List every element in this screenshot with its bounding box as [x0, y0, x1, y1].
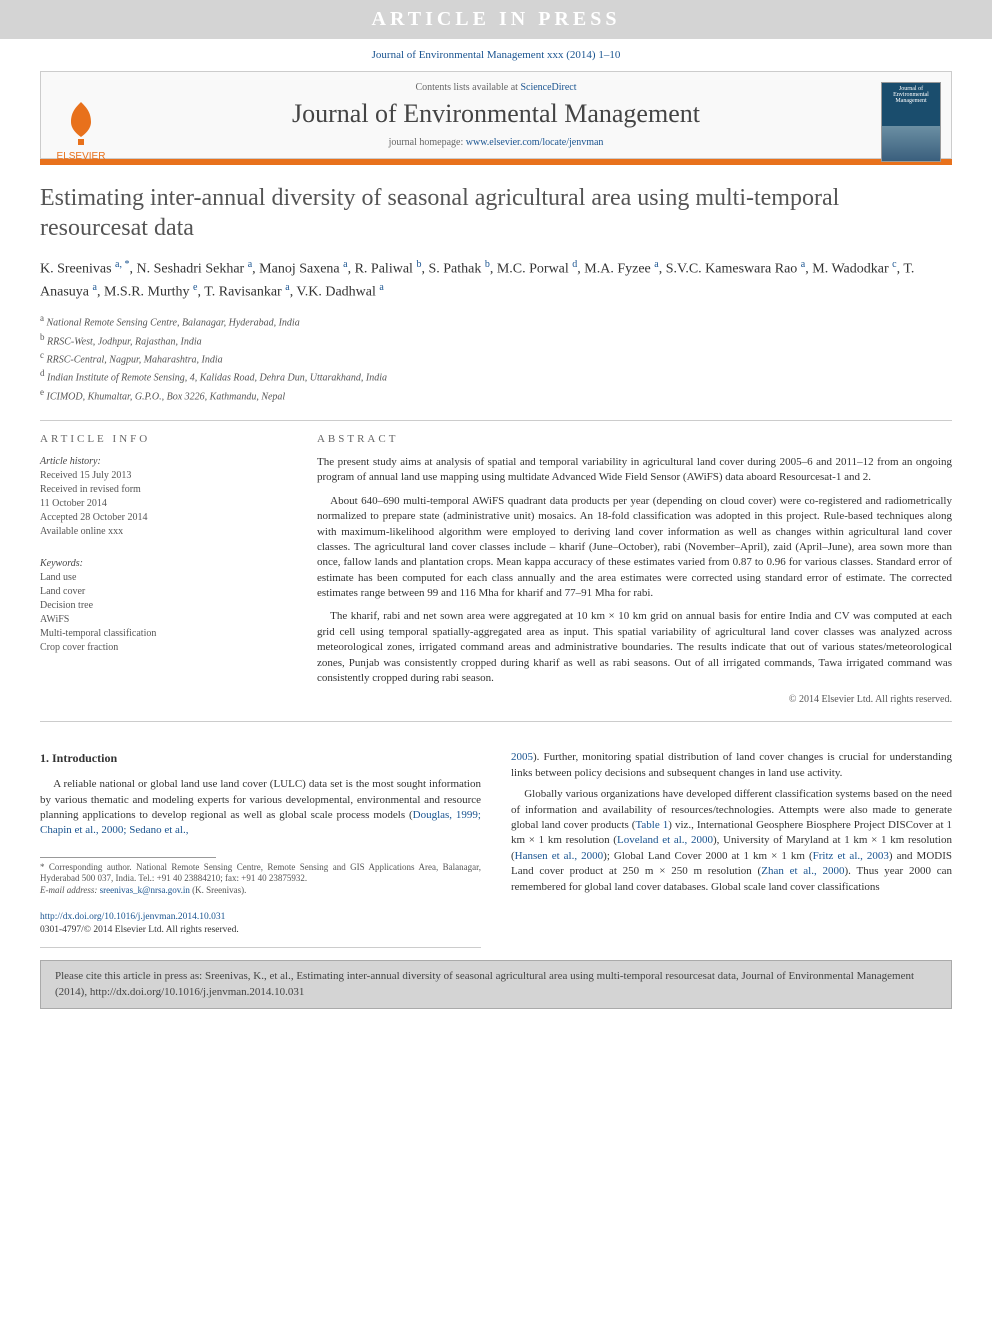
article-history-block: Article history: Received 15 July 2013Re…: [40, 455, 287, 539]
citation-link[interactable]: Hansen et al., 2000: [515, 850, 603, 862]
corresponding-author-footnote: * Corresponding author. National Remote …: [40, 862, 481, 897]
keyword-item: Crop cover fraction: [40, 641, 287, 655]
affiliation-line: e ICIMOD, Khumaltar, G.P.O., Box 3226, K…: [40, 386, 952, 404]
abstract-heading: ABSTRACT: [317, 433, 952, 445]
history-line: Received in revised form: [40, 483, 287, 497]
abstract-body: The present study aims at analysis of sp…: [317, 455, 952, 686]
citation-link[interactable]: 2005: [511, 751, 533, 763]
doi-block: http://dx.doi.org/10.1016/j.jenvman.2014…: [40, 911, 481, 949]
contents-lists-line: Contents lists available at ScienceDirec…: [101, 82, 891, 93]
affiliation-line: b RRSC-West, Jodhpur, Rajasthan, India: [40, 331, 952, 349]
keyword-item: Land use: [40, 571, 287, 585]
elsevier-logo-text: ELSEVIER: [57, 151, 106, 162]
abstract-paragraph: The present study aims at analysis of sp…: [317, 455, 952, 486]
citation-box: Please cite this article in press as: Sr…: [40, 960, 952, 1009]
elsevier-logo: ELSEVIER: [51, 82, 111, 162]
affiliation-list: a National Remote Sensing Centre, Balana…: [40, 312, 952, 404]
article-info-heading: ARTICLE INFO: [40, 433, 287, 445]
article-in-press-banner: ARTICLE IN PRESS: [0, 0, 992, 39]
citation-link[interactable]: Zhan et al., 2000: [761, 865, 844, 877]
journal-reference-line: Journal of Environmental Management xxx …: [0, 39, 992, 71]
article-title: Estimating inter-annual diversity of sea…: [40, 183, 952, 243]
elsevier-tree-icon: [56, 97, 106, 147]
affiliation-line: c RRSC-Central, Nagpur, Maharashtra, Ind…: [40, 349, 952, 367]
sciencedirect-link[interactable]: ScienceDirect: [520, 82, 576, 93]
journal-homepage-link[interactable]: www.elsevier.com/locate/jenvman: [466, 137, 604, 148]
affiliation-line: d Indian Institute of Remote Sensing, 4,…: [40, 367, 952, 385]
journal-title: Journal of Environmental Management: [101, 99, 891, 129]
keyword-item: Decision tree: [40, 599, 287, 613]
history-line: Available online xxx: [40, 525, 287, 539]
journal-ref-link[interactable]: Journal of Environmental Management xxx …: [372, 49, 621, 61]
history-line: Received 15 July 2013: [40, 469, 287, 483]
intro-right-column: 2005). Further, monitoring spatial distr…: [511, 750, 952, 948]
keyword-item: Multi-temporal classification: [40, 627, 287, 641]
section-divider: [40, 420, 952, 421]
footnote-rule: [40, 857, 216, 858]
keyword-item: Land cover: [40, 585, 287, 599]
table-ref-link[interactable]: Table 1: [635, 819, 668, 831]
journal-header-box: ELSEVIER Journal of Environmental Manage…: [40, 71, 952, 159]
author-email-link[interactable]: sreenivas_k@nrsa.gov.in: [100, 885, 190, 895]
history-line: Accepted 28 October 2014: [40, 511, 287, 525]
author-list: K. Sreenivas a, *, N. Seshadri Sekhar a,…: [40, 257, 952, 302]
journal-homepage-line: journal homepage: www.elsevier.com/locat…: [101, 137, 891, 148]
history-line: 11 October 2014: [40, 497, 287, 511]
keywords-block: Keywords: Land useLand coverDecision tre…: [40, 557, 287, 655]
introduction-heading: 1. Introduction: [40, 750, 481, 767]
keyword-item: AWiFS: [40, 613, 287, 627]
abstract-paragraph: About 640–690 multi-temporal AWiFS quadr…: [317, 494, 952, 602]
citation-link[interactable]: Fritz et al., 2003: [813, 850, 889, 862]
intro-left-column: 1. Introduction A reliable national or g…: [40, 750, 481, 948]
section-divider: [40, 721, 952, 722]
abstract-paragraph: The kharif, rabi and net sown area were …: [317, 609, 952, 686]
doi-link[interactable]: http://dx.doi.org/10.1016/j.jenvman.2014…: [40, 912, 225, 922]
journal-cover-thumbnail: Journal of Environmental Management: [881, 82, 941, 162]
abstract-copyright: © 2014 Elsevier Ltd. All rights reserved…: [317, 694, 952, 705]
affiliation-line: a National Remote Sensing Centre, Balana…: [40, 312, 952, 330]
citation-link[interactable]: Loveland et al., 2000: [617, 834, 713, 846]
